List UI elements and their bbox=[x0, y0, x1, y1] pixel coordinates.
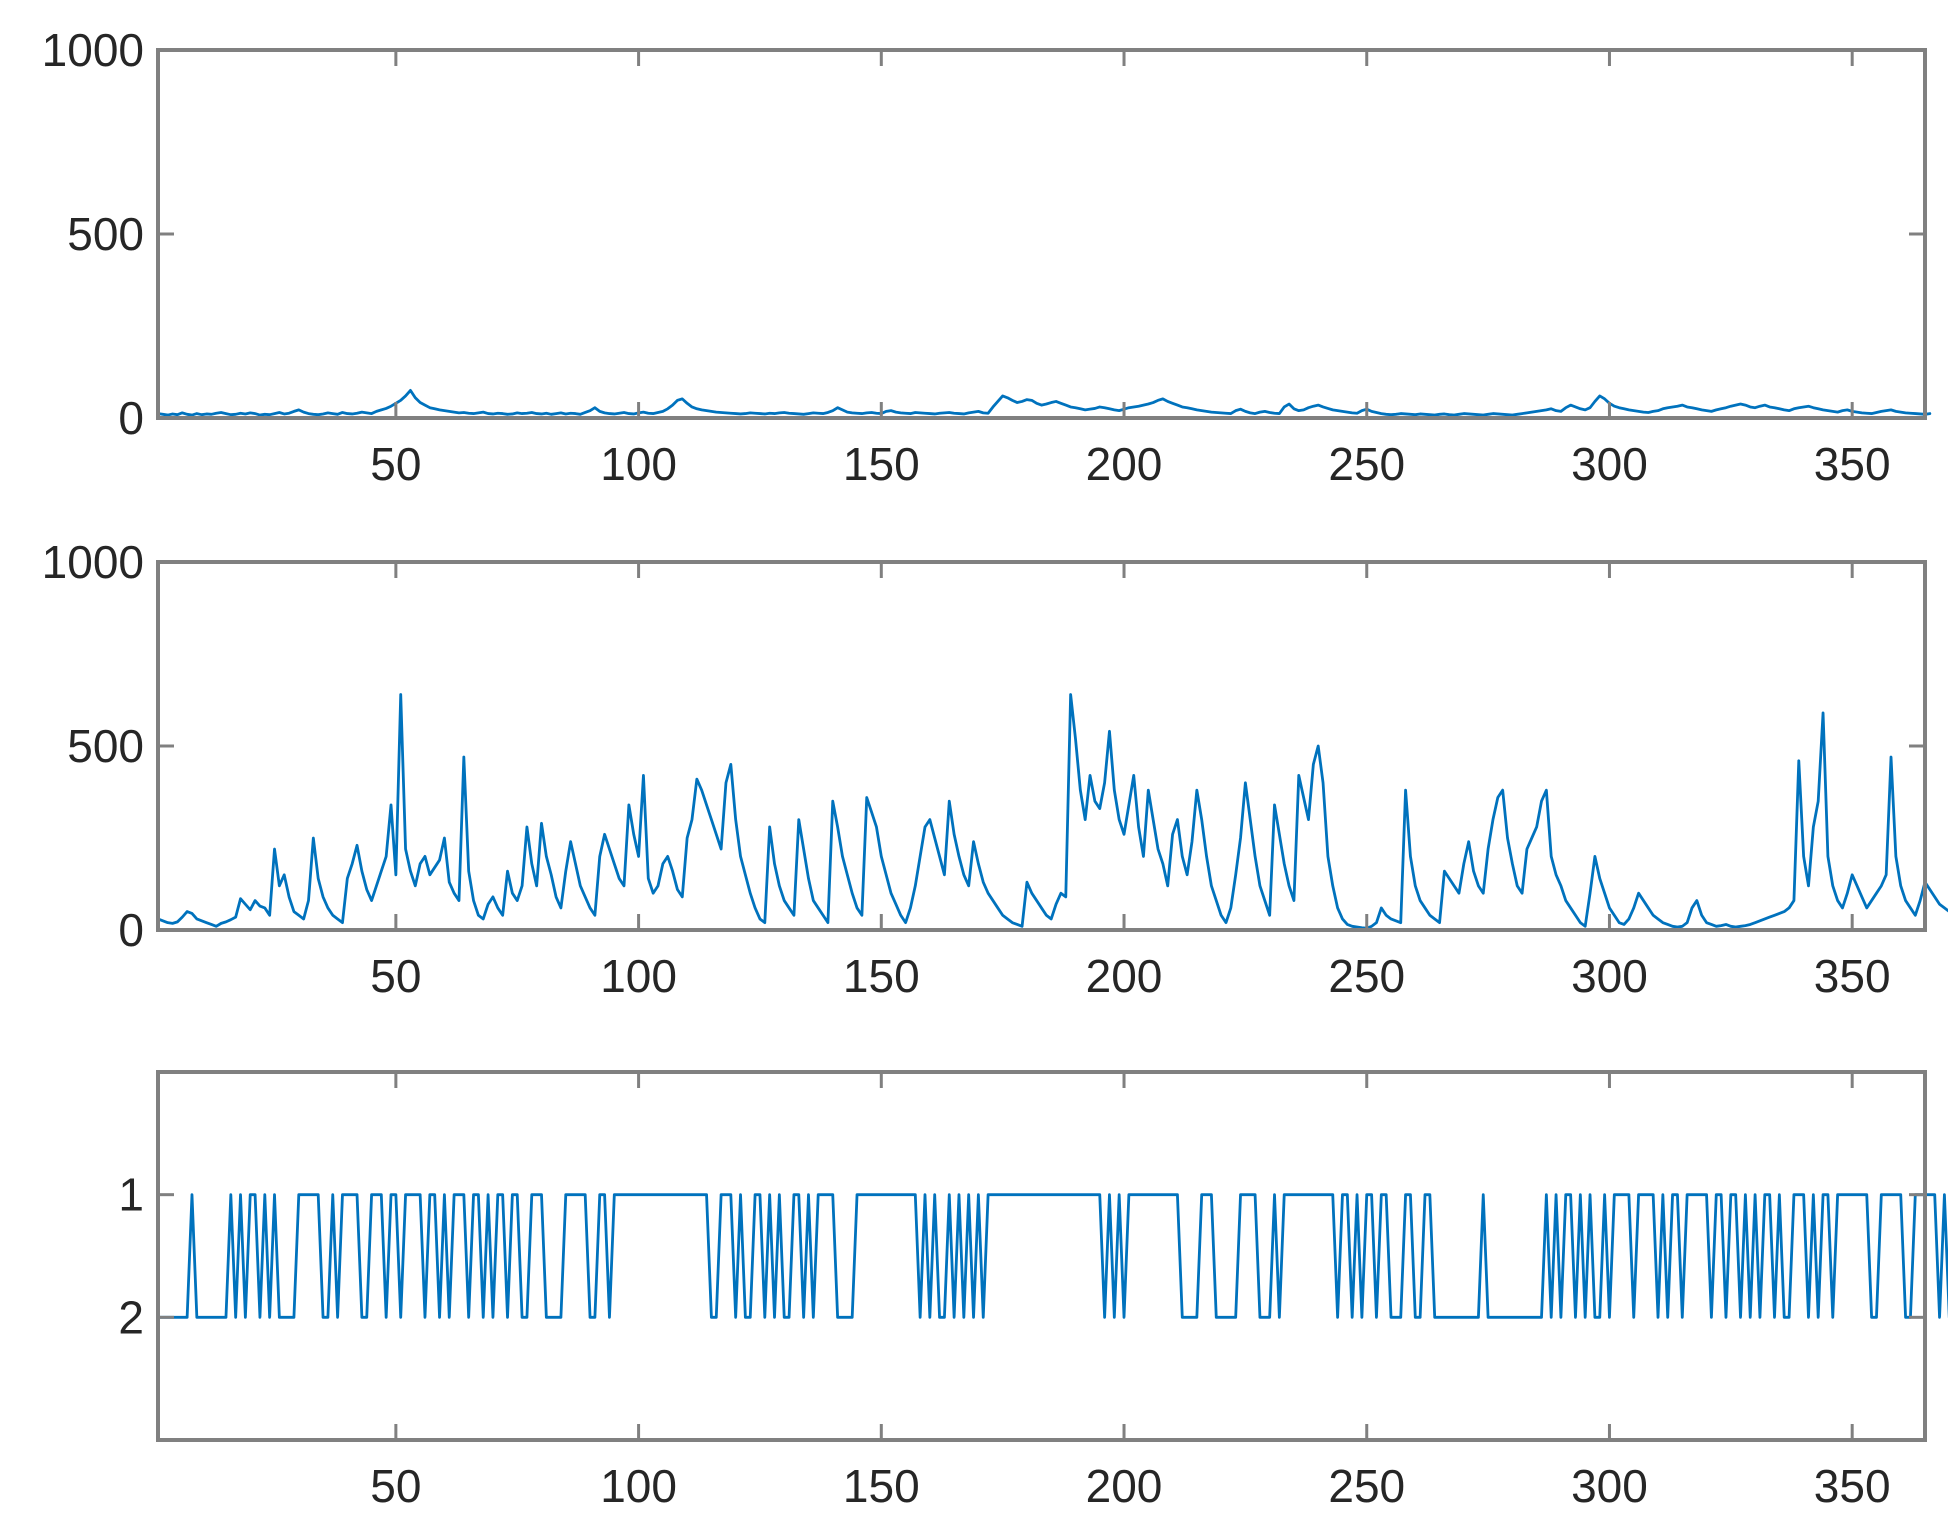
y-tick-label: 0 bbox=[118, 392, 144, 444]
y-tick-label: 1 bbox=[118, 1169, 144, 1221]
x-tick-label: 150 bbox=[843, 950, 920, 1002]
panel-3-series-line bbox=[156, 1193, 1948, 1319]
panel-2-axes-box bbox=[156, 560, 1927, 932]
x-tick-label: 200 bbox=[1086, 950, 1163, 1002]
x-tick-label: 150 bbox=[843, 1460, 920, 1512]
panel-1-axes-box bbox=[156, 48, 1927, 420]
x-tick-label: 150 bbox=[843, 438, 920, 490]
x-tick-label: 350 bbox=[1814, 1460, 1891, 1512]
x-tick-label: 50 bbox=[370, 438, 421, 490]
x-tick-label: 100 bbox=[600, 438, 677, 490]
x-tick-label: 300 bbox=[1571, 1460, 1648, 1512]
x-tick-label: 50 bbox=[370, 1460, 421, 1512]
x-tick-label: 250 bbox=[1328, 950, 1405, 1002]
x-tick-label: 300 bbox=[1571, 438, 1648, 490]
x-tick-label: 350 bbox=[1814, 438, 1891, 490]
y-tick-label: 1000 bbox=[42, 24, 144, 76]
x-tick-label: 100 bbox=[600, 950, 677, 1002]
x-tick-label: 200 bbox=[1086, 1460, 1163, 1512]
x-tick-label: 200 bbox=[1086, 438, 1163, 490]
y-tick-label: 500 bbox=[67, 720, 144, 772]
panel-3: 50 100 150 200 250 300 350 1 2 bbox=[118, 1070, 1948, 1512]
x-tick-label: 50 bbox=[370, 950, 421, 1002]
panel-1-series-line bbox=[156, 388, 1932, 417]
y-tick-label: 2 bbox=[118, 1291, 144, 1343]
x-tick-label: 300 bbox=[1571, 950, 1648, 1002]
y-tick-label: 500 bbox=[67, 208, 144, 260]
panel-3-axes-box bbox=[156, 1070, 1927, 1442]
panel-2-series-line bbox=[156, 693, 1948, 930]
x-tick-label: 250 bbox=[1328, 438, 1405, 490]
x-tick-label: 350 bbox=[1814, 950, 1891, 1002]
panel-2: 50 100 150 200 250 300 350 0 500 1000 bbox=[42, 536, 1948, 1002]
x-tick-label: 250 bbox=[1328, 1460, 1405, 1512]
y-tick-label: 0 bbox=[118, 904, 144, 956]
y-tick-label: 1000 bbox=[42, 536, 144, 588]
panel-1: 50 100 150 200 250 300 350 0 500 1000 bbox=[42, 24, 1932, 490]
x-tick-label: 100 bbox=[600, 1460, 677, 1512]
